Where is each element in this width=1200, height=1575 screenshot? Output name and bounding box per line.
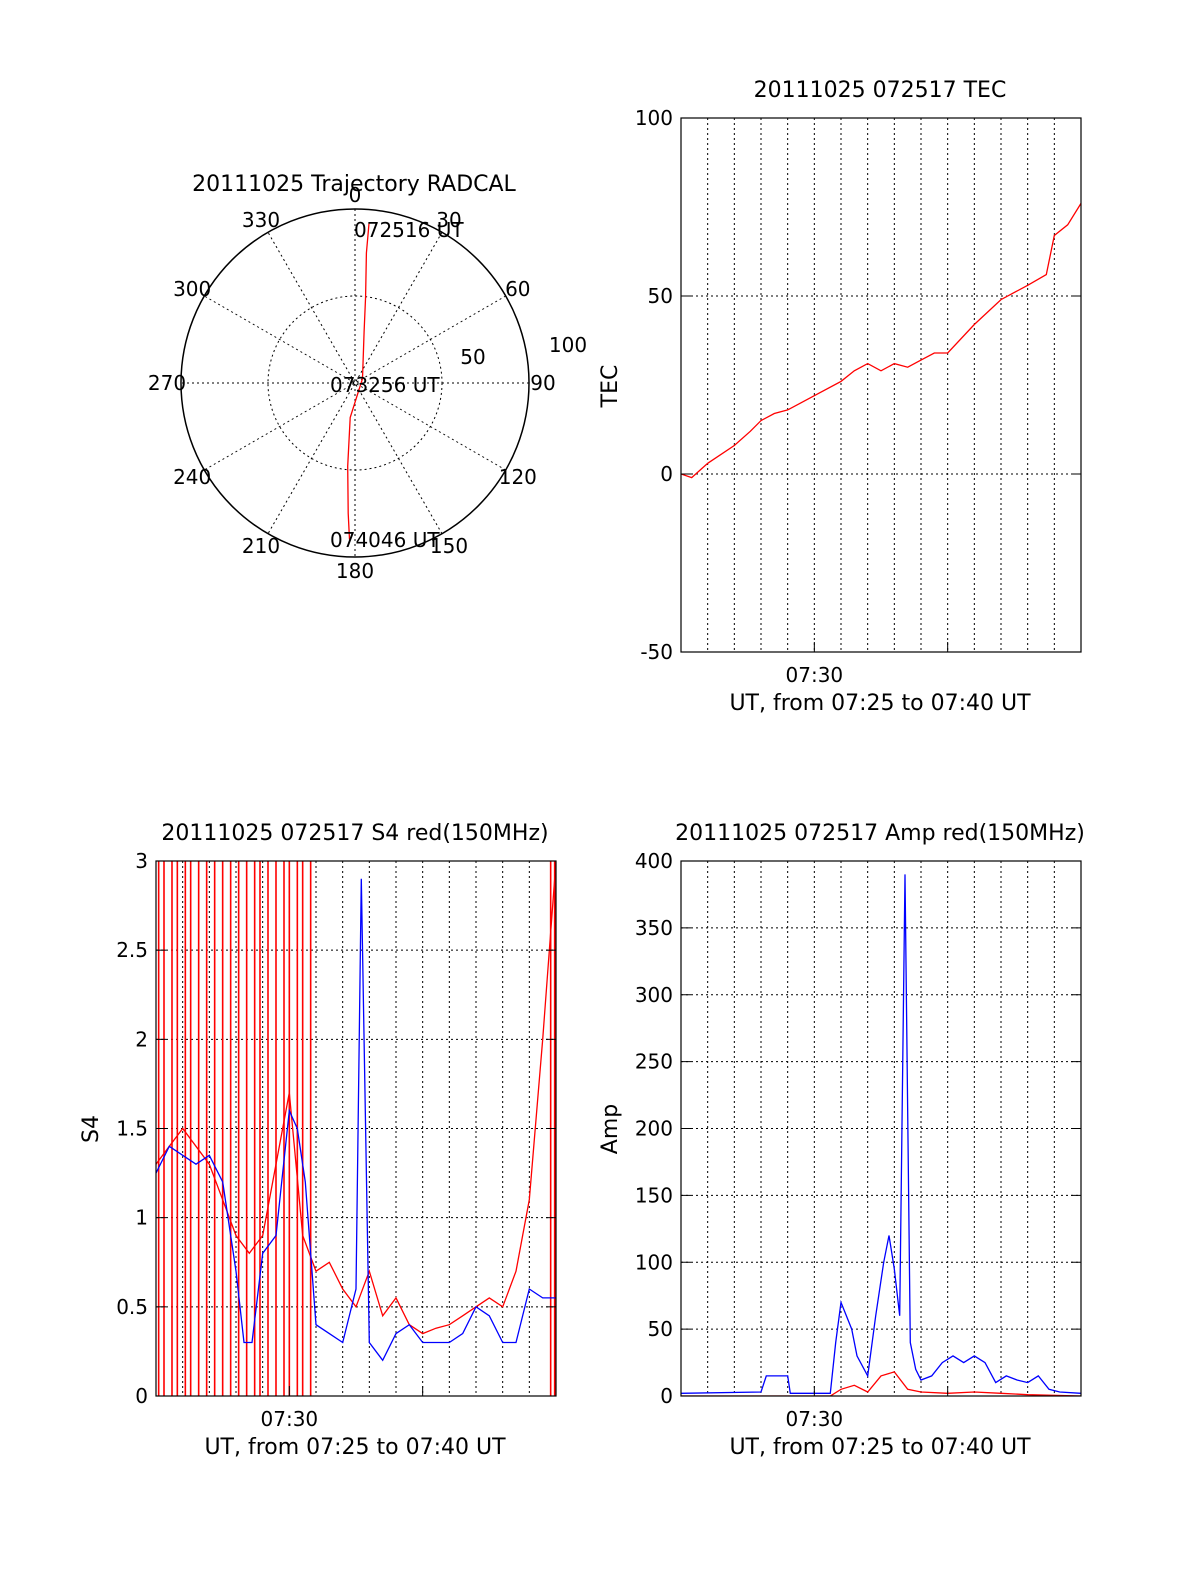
tec-ytick-label: 50 (648, 284, 673, 308)
amp-ytick-label: 0 (660, 1384, 673, 1408)
s4-series-red-line (156, 861, 556, 1335)
amp-y-ticks: 0 50 100 150 200 250 300 350 400 (635, 849, 1081, 1408)
trajectory-polar-chart: 20111025 Trajectory RADCAL 0 30 60 90 120 150… (148, 172, 587, 583)
tec-series-red-line (681, 203, 1081, 479)
s4-ytick-label: 1 (135, 1206, 148, 1230)
polar-azimuth-label: 30 (436, 208, 461, 232)
tec-title: 20111025 072517 TEC (754, 78, 1007, 103)
tec-xtick-label: 07:30 (786, 663, 844, 687)
amp-ytick-label: 250 (635, 1050, 673, 1074)
amp-ytick-label: 150 (635, 1183, 673, 1207)
tec-ylabel: TEC (598, 365, 623, 409)
polar-azimuth-label: 0 (349, 183, 362, 207)
amp-horizontal-grid (681, 927, 1081, 1330)
tec-xlabel: UT, from 07:25 to 07:40 UT (729, 691, 1031, 716)
s4-ylabel: S4 (79, 1115, 104, 1143)
amp-ytick-label: 300 (635, 983, 673, 1007)
trajectory-path-red (347, 223, 370, 540)
trajectory-title: 20111025 Trajectory RADCAL (192, 172, 516, 197)
amp-ylabel: Amp (598, 1104, 623, 1154)
s4-ytick-label: 3 (135, 849, 148, 873)
tec-horizontal-grid (681, 295, 1081, 475)
s4-xlabel: UT, from 07:25 to 07:40 UT (204, 1435, 506, 1460)
tec-x-ticks: 07:30 (680, 642, 1082, 687)
amp-xlabel: UT, from 07:25 to 07:40 UT (729, 1435, 1031, 1460)
amp-vertical-grid (707, 861, 1055, 1396)
amp-ytick-label: 200 (635, 1117, 673, 1141)
polar-azimuth-label: 60 (505, 277, 530, 301)
s4-ytick-label: 1.5 (116, 1117, 148, 1141)
tec-axes-frame (680, 117, 1082, 653)
polar-azimuth-label: 150 (430, 534, 468, 558)
amp-ytick-label: 50 (648, 1317, 673, 1341)
amp-x-ticks: 07:30 (680, 1386, 1082, 1431)
polar-azimuth-label: 120 (499, 465, 537, 489)
s4-chart: 20111025 072517 S4 red(150MHz) UT, from … (79, 821, 557, 1460)
s4-ytick-label: 2.5 (116, 938, 148, 962)
polar-azimuth-label: 210 (242, 534, 280, 558)
s4-title: 20111025 072517 S4 red(150MHz) (161, 821, 548, 846)
s4-x-ticks: 07:30 (155, 1386, 557, 1431)
tec-vertical-grid (707, 118, 1055, 652)
amp-ytick-label: 350 (635, 916, 673, 940)
polar-radius-label: 100 (549, 333, 587, 357)
amp-chart: 20111025 072517 Amp red(150MHz) UT, from… (598, 821, 1085, 1460)
amp-series-blue-line (681, 874, 1081, 1394)
s4-series-group (156, 861, 556, 1396)
trajectory-mid-annotation: 073256 UT (330, 373, 440, 397)
trajectory-series (347, 223, 370, 540)
trajectory-end-annotation: 074046 UT (330, 528, 440, 552)
amp-ytick-label: 100 (635, 1250, 673, 1274)
amp-series-red-line (681, 1371, 1081, 1396)
s4-ytick-label: 0.5 (116, 1295, 148, 1319)
polar-azimuth-labels: 0 30 60 90 120 150 180 210 240 270 300 330 (148, 183, 556, 583)
polar-azimuth-label: 240 (173, 465, 211, 489)
polar-radius-labels: 50 100 (460, 333, 587, 369)
polar-spoke (267, 232, 443, 534)
tec-ytick-label: 0 (660, 462, 673, 486)
tec-y-ticks: -50 0 50 100 (635, 106, 1081, 664)
polar-azimuth-label: 300 (173, 277, 211, 301)
amp-xtick-label: 07:30 (786, 1407, 844, 1431)
trajectory-start-annotation: 072516 UT (354, 218, 464, 242)
tec-chart: 20111025 072517 TEC UT, from 07:25 to 07… (598, 78, 1082, 716)
tec-series-group (681, 203, 1081, 479)
amp-title: 20111025 072517 Amp red(150MHz) (675, 821, 1085, 846)
s4-series-blue-line (156, 878, 556, 1362)
s4-ytick-label: 2 (135, 1027, 148, 1051)
polar-azimuth-label: 330 (242, 208, 280, 232)
polar-azimuth-label: 180 (336, 559, 374, 583)
polar-azimuth-label: 270 (148, 371, 186, 395)
tec-ytick-label: -50 (640, 640, 673, 664)
s4-xtick-label: 07:30 (261, 1407, 319, 1431)
s4-ytick-label: 0 (135, 1384, 148, 1408)
polar-radius-label: 50 (460, 345, 485, 369)
s4-y-ticks: 0 0.5 1 1.5 2 2.5 3 (116, 849, 556, 1408)
polar-spoke (267, 232, 443, 534)
polar-grid (180, 208, 530, 558)
tec-ytick-label: 100 (635, 106, 673, 130)
amp-series-group (681, 874, 1081, 1396)
polar-azimuth-label: 90 (530, 371, 555, 395)
amp-ytick-label: 400 (635, 849, 673, 873)
